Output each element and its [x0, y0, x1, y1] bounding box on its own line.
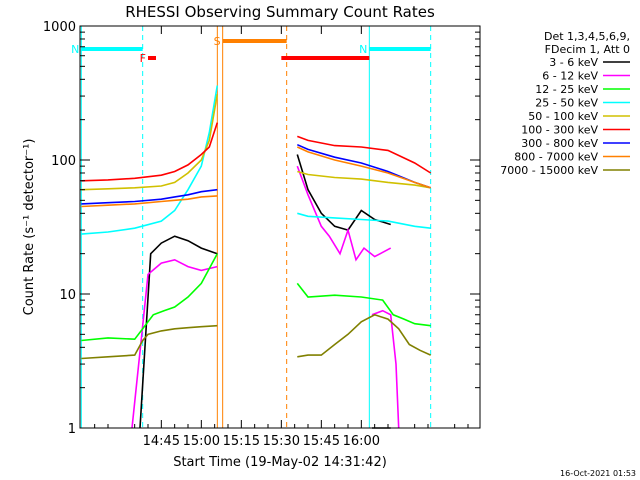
legend-label-0: 3 - 6 keV [549, 56, 598, 69]
x-tick-label-3: 15:30 [263, 434, 300, 449]
legend-label-3: 25 - 50 keV [535, 97, 598, 110]
y-tick-label-1: 10 [59, 288, 76, 303]
series-0-segment-0 [139, 235, 218, 429]
legend: Det 1,3,4,5,6,9, FDecim 1, Att 0 3 - 6 k… [500, 30, 630, 177]
legend-header-line-2: FDecim 1, Att 0 [545, 43, 630, 56]
legend-label-7: 800 - 7000 keV [514, 151, 598, 164]
plot-frame [79, 25, 481, 429]
series-4-segment-0 [81, 94, 219, 191]
legend-header-line-1: Det 1,3,4,5,6,9, [544, 30, 630, 43]
series-2-segment-1 [296, 282, 431, 327]
y-tick-label-3: 1000 [43, 20, 76, 35]
series-7-segment-0 [81, 195, 218, 208]
series-1-segment-2 [371, 309, 400, 429]
flag-label-4: S [214, 35, 221, 48]
chart-title: RHESSI Observing Summary Count Rates [125, 3, 435, 21]
flag-label-2: F [140, 52, 146, 65]
series-5-segment-1 [297, 135, 432, 174]
legend-label-6: 300 - 800 keV [521, 137, 598, 150]
y-tick-label-0: 1 [68, 422, 76, 437]
y-tick-label-2: 100 [51, 154, 76, 169]
x-tick-label-2: 15:15 [223, 434, 260, 449]
axes: 14:45 15:00 15:15 15:30 15:45 16:00 1 10 100 1000 [43, 20, 480, 449]
series-1-segment-1 [296, 165, 392, 262]
series-0-segment-1 [296, 154, 391, 232]
x-axis-label: Start Time (19-May-02 14:31:42) [173, 455, 387, 470]
legend-label-2: 12 - 25 keV [535, 83, 598, 96]
legend-label-8: 7000 - 15000 keV [500, 164, 598, 177]
series-8-segment-0 [81, 324, 218, 360]
series-2-segment-0 [81, 253, 219, 342]
series-3-segment-1 [297, 212, 431, 229]
legend-label-1: 6 - 12 keV [542, 70, 598, 83]
series-3-segment-0 [81, 85, 219, 235]
plot-area: N N F S [71, 26, 432, 429]
series-8-segment-1 [297, 313, 432, 358]
series-7-segment-1 [296, 146, 431, 189]
series-4-segment-1 [297, 170, 431, 189]
series-1-segment-0 [131, 258, 218, 429]
flag-label-0: N [71, 43, 79, 56]
flag-label-1: N [359, 43, 367, 56]
legend-label-5: 100 - 300 keV [521, 124, 598, 137]
x-tick-label-0: 14:45 [143, 434, 180, 449]
x-tick-label-5: 16:00 [343, 434, 380, 449]
x-tick-label-1: 15:00 [183, 434, 220, 449]
x-tick-label-4: 15:45 [303, 434, 340, 449]
series-6-segment-0 [81, 188, 218, 205]
generation-timestamp: 16-Oct-2021 01:53 [560, 469, 636, 478]
legend-label-4: 50 - 100 keV [528, 110, 598, 123]
y-axis-label: Count Rate (s⁻¹ detector⁻¹) [22, 139, 37, 316]
series-5-segment-0 [81, 122, 219, 182]
